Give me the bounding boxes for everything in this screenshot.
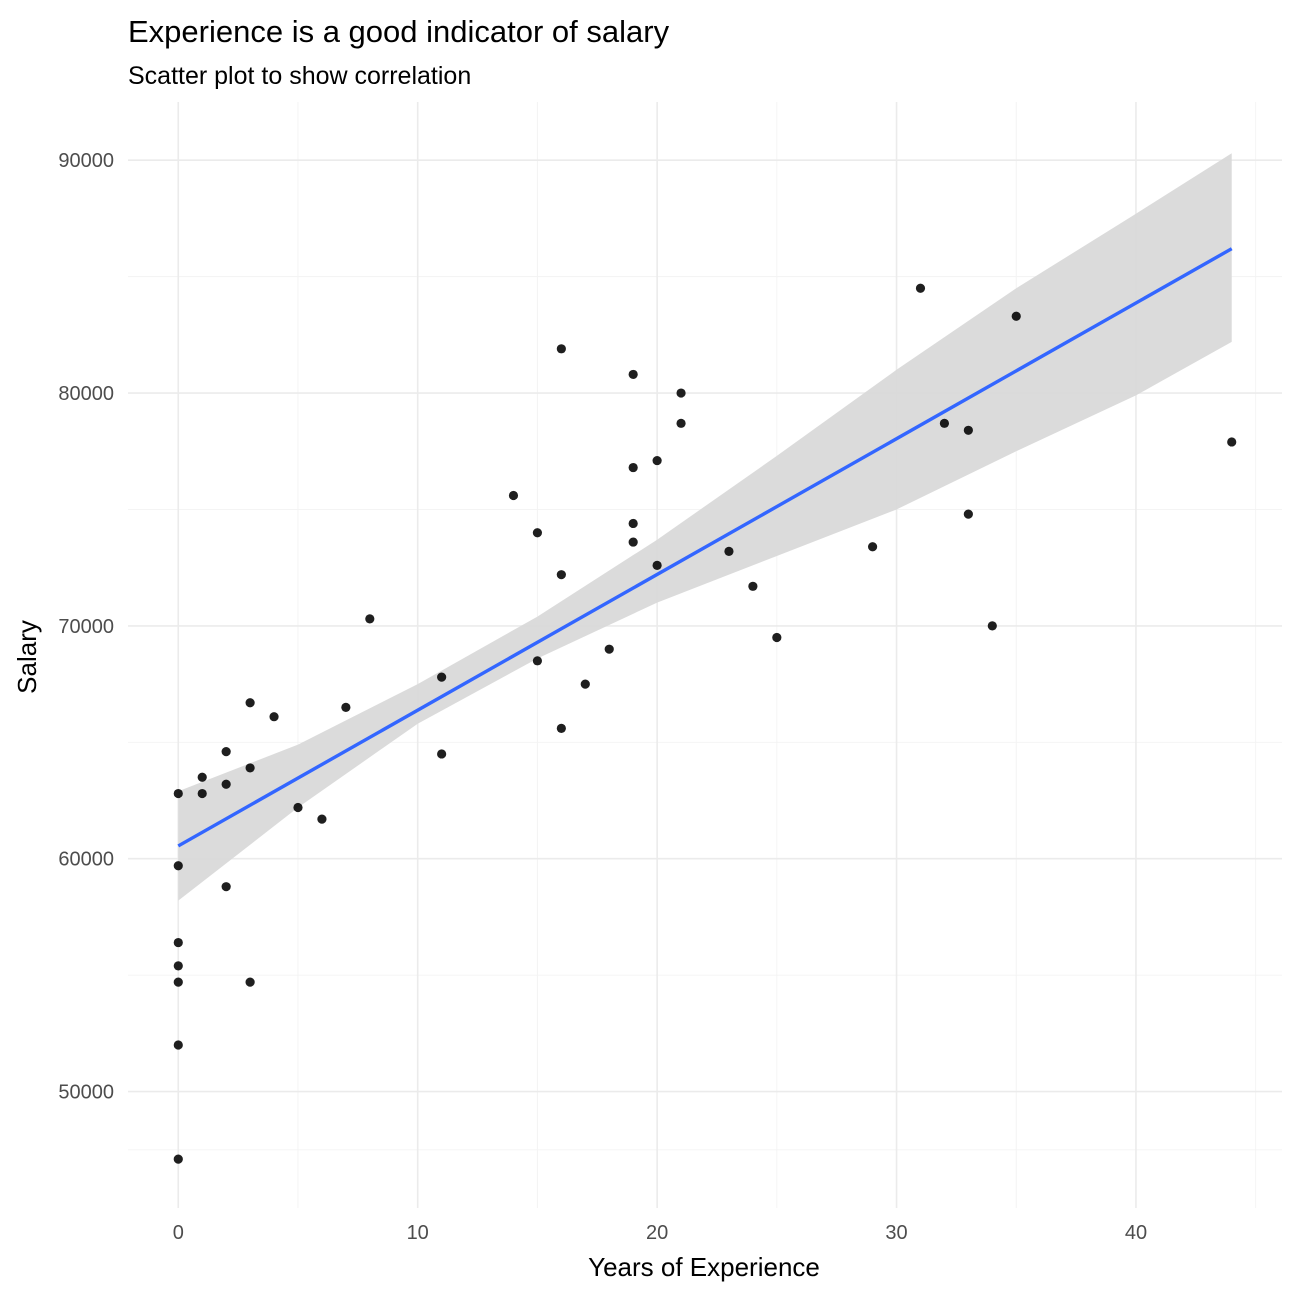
x-axis-ticks: 0 10 20 30 40 — [173, 1222, 1147, 1244]
y-tick-label: 80000 — [58, 383, 114, 405]
data-point — [173, 1154, 183, 1164]
chart-title: Experience is a good indicator of salary — [128, 14, 670, 49]
data-point — [628, 462, 638, 473]
chart-subtitle: Scatter plot to show correlation — [128, 62, 471, 90]
data-point — [963, 425, 973, 435]
y-tick-label: 60000 — [58, 849, 114, 871]
y-tick-label: 70000 — [58, 616, 114, 638]
x-tick-label: 20 — [646, 1222, 668, 1244]
data-point — [628, 369, 638, 380]
data-point — [580, 679, 590, 689]
data-point — [173, 1040, 183, 1050]
data-point — [628, 537, 638, 547]
data-point — [556, 570, 566, 580]
data-point — [1011, 311, 1021, 321]
x-tick-label: 0 — [173, 1222, 184, 1244]
data-point — [604, 644, 614, 654]
data-point — [197, 772, 207, 782]
data-point — [173, 861, 183, 871]
data-point — [341, 702, 351, 712]
major-gridlines — [128, 102, 1282, 1208]
data-point — [1227, 437, 1237, 447]
data-point — [724, 546, 734, 556]
data-point — [652, 455, 662, 466]
data-point — [269, 712, 279, 722]
data-point — [508, 490, 519, 501]
x-tick-label: 30 — [885, 1222, 907, 1244]
data-point — [173, 961, 183, 971]
data-point — [532, 528, 543, 538]
data-point — [221, 747, 231, 757]
data-point — [437, 749, 447, 759]
data-point — [772, 632, 782, 643]
x-axis-title: Years of Experience — [588, 1252, 820, 1282]
y-axis-ticks: 50000 60000 70000 80000 90000 — [58, 150, 114, 1103]
data-point — [915, 283, 926, 293]
data-point — [245, 698, 255, 708]
data-point — [317, 814, 327, 824]
data-point — [197, 788, 207, 799]
data-point — [556, 723, 566, 733]
y-axis-title: Salary — [12, 620, 42, 694]
data-point — [556, 344, 566, 354]
x-tick-label: 40 — [1125, 1222, 1147, 1244]
data-point — [676, 418, 686, 428]
data-point — [748, 581, 758, 591]
data-point — [173, 977, 183, 987]
data-point — [652, 560, 662, 570]
data-point — [365, 614, 375, 624]
confidence-band-layer — [178, 153, 1232, 901]
regression-line — [177, 247, 1233, 848]
regression-line-layer — [177, 247, 1233, 848]
data-point — [963, 509, 973, 519]
x-tick-label: 10 — [407, 1222, 429, 1244]
data-point — [676, 388, 686, 398]
data-point — [867, 542, 878, 552]
data-point — [437, 672, 447, 682]
scatter-points — [173, 283, 1237, 1164]
data-point — [173, 937, 183, 948]
y-tick-label: 50000 — [58, 1082, 114, 1104]
data-point — [173, 788, 183, 799]
data-point — [245, 977, 255, 987]
data-point — [628, 518, 638, 529]
data-point — [221, 779, 231, 789]
data-point — [221, 882, 231, 892]
data-point — [532, 656, 543, 666]
data-point — [939, 418, 950, 428]
y-tick-label: 90000 — [58, 150, 114, 172]
data-point — [987, 621, 997, 631]
data-point — [293, 802, 303, 813]
confidence-band — [178, 153, 1232, 901]
data-point — [245, 763, 255, 773]
